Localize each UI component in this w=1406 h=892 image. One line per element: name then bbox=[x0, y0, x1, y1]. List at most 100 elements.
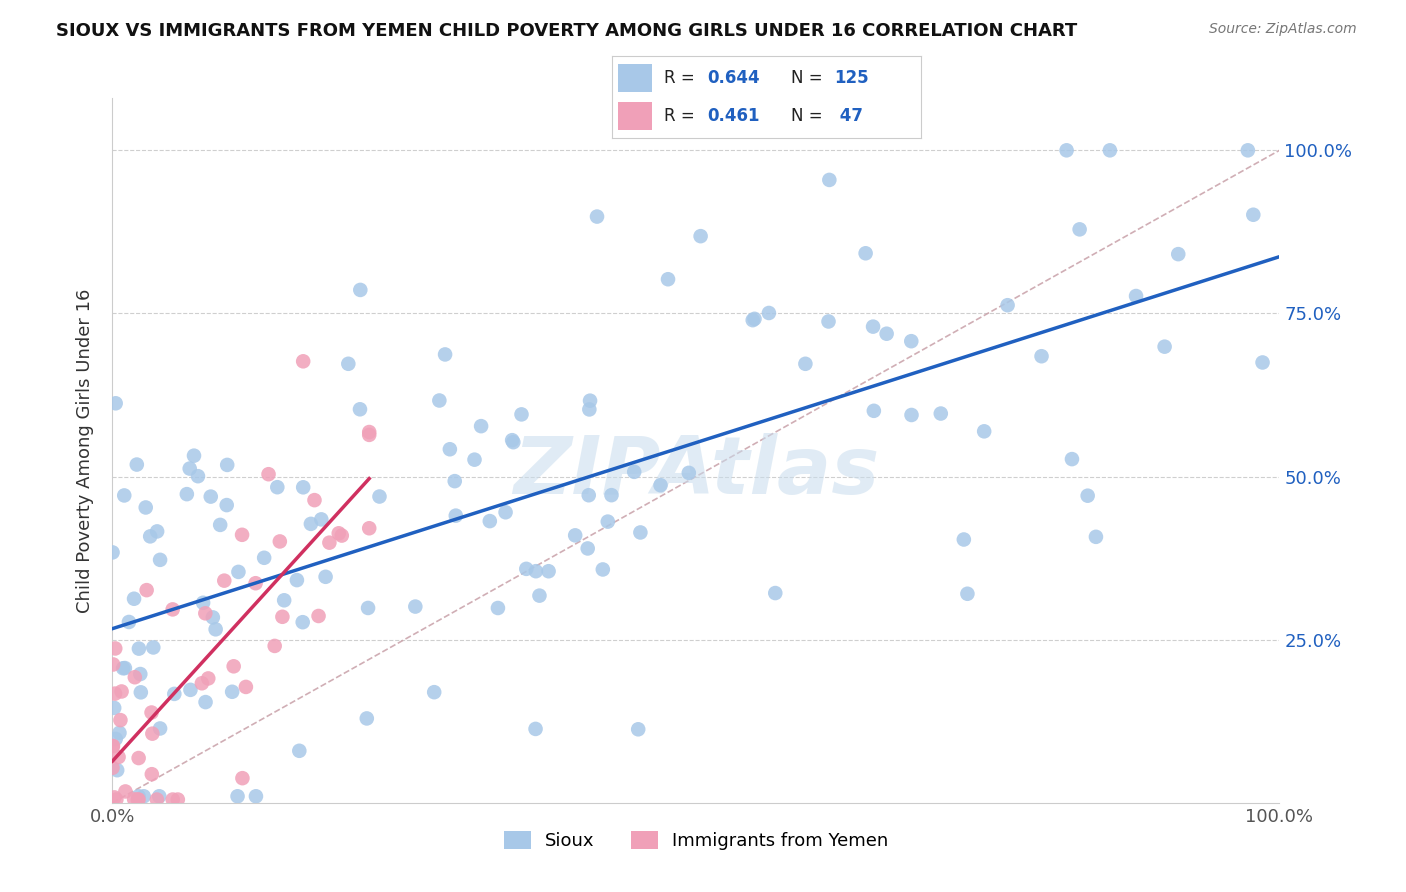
Sioux bbox=[929, 407, 952, 421]
Immigrants from Yemen bbox=[104, 687, 127, 701]
Sioux bbox=[1237, 144, 1260, 158]
Sioux bbox=[863, 404, 886, 418]
Sioux bbox=[357, 601, 380, 615]
Sioux bbox=[204, 623, 226, 637]
Immigrants from Yemen bbox=[330, 528, 353, 542]
Sioux bbox=[273, 593, 295, 607]
Text: 47: 47 bbox=[834, 107, 863, 125]
Sioux bbox=[443, 474, 465, 488]
Immigrants from Yemen bbox=[191, 676, 214, 690]
Sioux bbox=[129, 685, 152, 699]
Sioux bbox=[689, 229, 711, 244]
Sioux bbox=[1069, 222, 1091, 236]
Sioux bbox=[176, 487, 198, 501]
Sioux bbox=[125, 458, 148, 472]
Immigrants from Yemen bbox=[328, 526, 350, 541]
Sioux bbox=[510, 408, 533, 422]
Immigrants from Yemen bbox=[292, 354, 315, 368]
Text: N =: N = bbox=[792, 107, 828, 125]
Sioux bbox=[1077, 489, 1099, 503]
Immigrants from Yemen bbox=[114, 784, 136, 798]
Sioux bbox=[501, 433, 523, 447]
Immigrants from Yemen bbox=[308, 609, 330, 624]
Sioux bbox=[628, 525, 651, 540]
Immigrants from Yemen bbox=[263, 639, 285, 653]
Sioux bbox=[600, 488, 623, 502]
Sioux bbox=[226, 789, 249, 804]
Sioux bbox=[973, 425, 995, 439]
Sioux bbox=[129, 667, 152, 681]
Immigrants from Yemen bbox=[146, 792, 169, 806]
Text: N =: N = bbox=[792, 70, 828, 87]
Sioux bbox=[221, 685, 243, 699]
Sioux bbox=[463, 452, 485, 467]
Sioux bbox=[149, 553, 172, 567]
Text: 125: 125 bbox=[834, 70, 869, 87]
Sioux bbox=[146, 524, 169, 539]
Sioux bbox=[349, 283, 371, 297]
Sioux bbox=[502, 435, 524, 450]
Immigrants from Yemen bbox=[271, 609, 294, 624]
Sioux bbox=[1031, 349, 1053, 363]
Immigrants from Yemen bbox=[214, 574, 236, 588]
Sioux bbox=[592, 562, 614, 576]
Immigrants from Yemen bbox=[245, 576, 267, 591]
Sioux bbox=[997, 298, 1019, 312]
Sioux bbox=[228, 565, 250, 579]
Sioux bbox=[118, 615, 141, 629]
Sioux bbox=[1098, 144, 1121, 158]
Sioux bbox=[444, 508, 467, 523]
Sioux bbox=[217, 458, 239, 472]
Immigrants from Yemen bbox=[124, 670, 146, 684]
Sioux bbox=[578, 488, 600, 502]
Sioux bbox=[657, 272, 679, 286]
Immigrants from Yemen bbox=[231, 528, 253, 542]
Sioux bbox=[818, 173, 841, 187]
Sioux bbox=[524, 564, 547, 578]
Text: 0.644: 0.644 bbox=[707, 70, 761, 87]
Sioux bbox=[299, 516, 322, 531]
Sioux bbox=[105, 763, 128, 777]
Immigrants from Yemen bbox=[359, 428, 381, 442]
Sioux bbox=[1153, 340, 1175, 354]
Sioux bbox=[1084, 530, 1107, 544]
Sioux bbox=[139, 529, 162, 543]
Sioux bbox=[128, 641, 150, 656]
Sioux bbox=[349, 402, 371, 417]
Text: SIOUX VS IMMIGRANTS FROM YEMEN CHILD POVERTY AMONG GIRLS UNDER 16 CORRELATION CH: SIOUX VS IMMIGRANTS FROM YEMEN CHILD POV… bbox=[56, 22, 1077, 40]
Immigrants from Yemen bbox=[235, 680, 257, 694]
Immigrants from Yemen bbox=[110, 684, 132, 698]
Sioux bbox=[434, 347, 457, 361]
Immigrants from Yemen bbox=[101, 739, 124, 754]
Immigrants from Yemen bbox=[122, 792, 145, 806]
Immigrants from Yemen bbox=[304, 493, 326, 508]
Sioux bbox=[537, 564, 560, 578]
Immigrants from Yemen bbox=[141, 726, 163, 740]
Sioux bbox=[439, 442, 461, 457]
Sioux bbox=[104, 396, 127, 410]
Sioux bbox=[1241, 208, 1264, 222]
Sioux bbox=[337, 357, 360, 371]
Sioux bbox=[101, 545, 124, 559]
Sioux bbox=[311, 512, 333, 526]
Sioux bbox=[148, 789, 170, 804]
Immigrants from Yemen bbox=[194, 607, 217, 621]
Immigrants from Yemen bbox=[359, 521, 381, 535]
Sioux bbox=[1167, 247, 1189, 261]
Sioux bbox=[112, 488, 135, 502]
Sioux bbox=[763, 586, 786, 600]
Immigrants from Yemen bbox=[231, 771, 253, 785]
Legend: Sioux, Immigrants from Yemen: Sioux, Immigrants from Yemen bbox=[496, 823, 896, 857]
Sioux bbox=[194, 695, 217, 709]
Sioux bbox=[576, 541, 599, 556]
Sioux bbox=[315, 570, 337, 584]
Sioux bbox=[245, 789, 267, 804]
Sioux bbox=[122, 591, 145, 606]
Sioux bbox=[678, 466, 700, 480]
Immigrants from Yemen bbox=[318, 535, 340, 549]
Sioux bbox=[135, 500, 157, 515]
Sioux bbox=[292, 480, 315, 494]
Immigrants from Yemen bbox=[110, 713, 132, 727]
Immigrants from Yemen bbox=[141, 706, 163, 720]
FancyBboxPatch shape bbox=[617, 103, 652, 130]
